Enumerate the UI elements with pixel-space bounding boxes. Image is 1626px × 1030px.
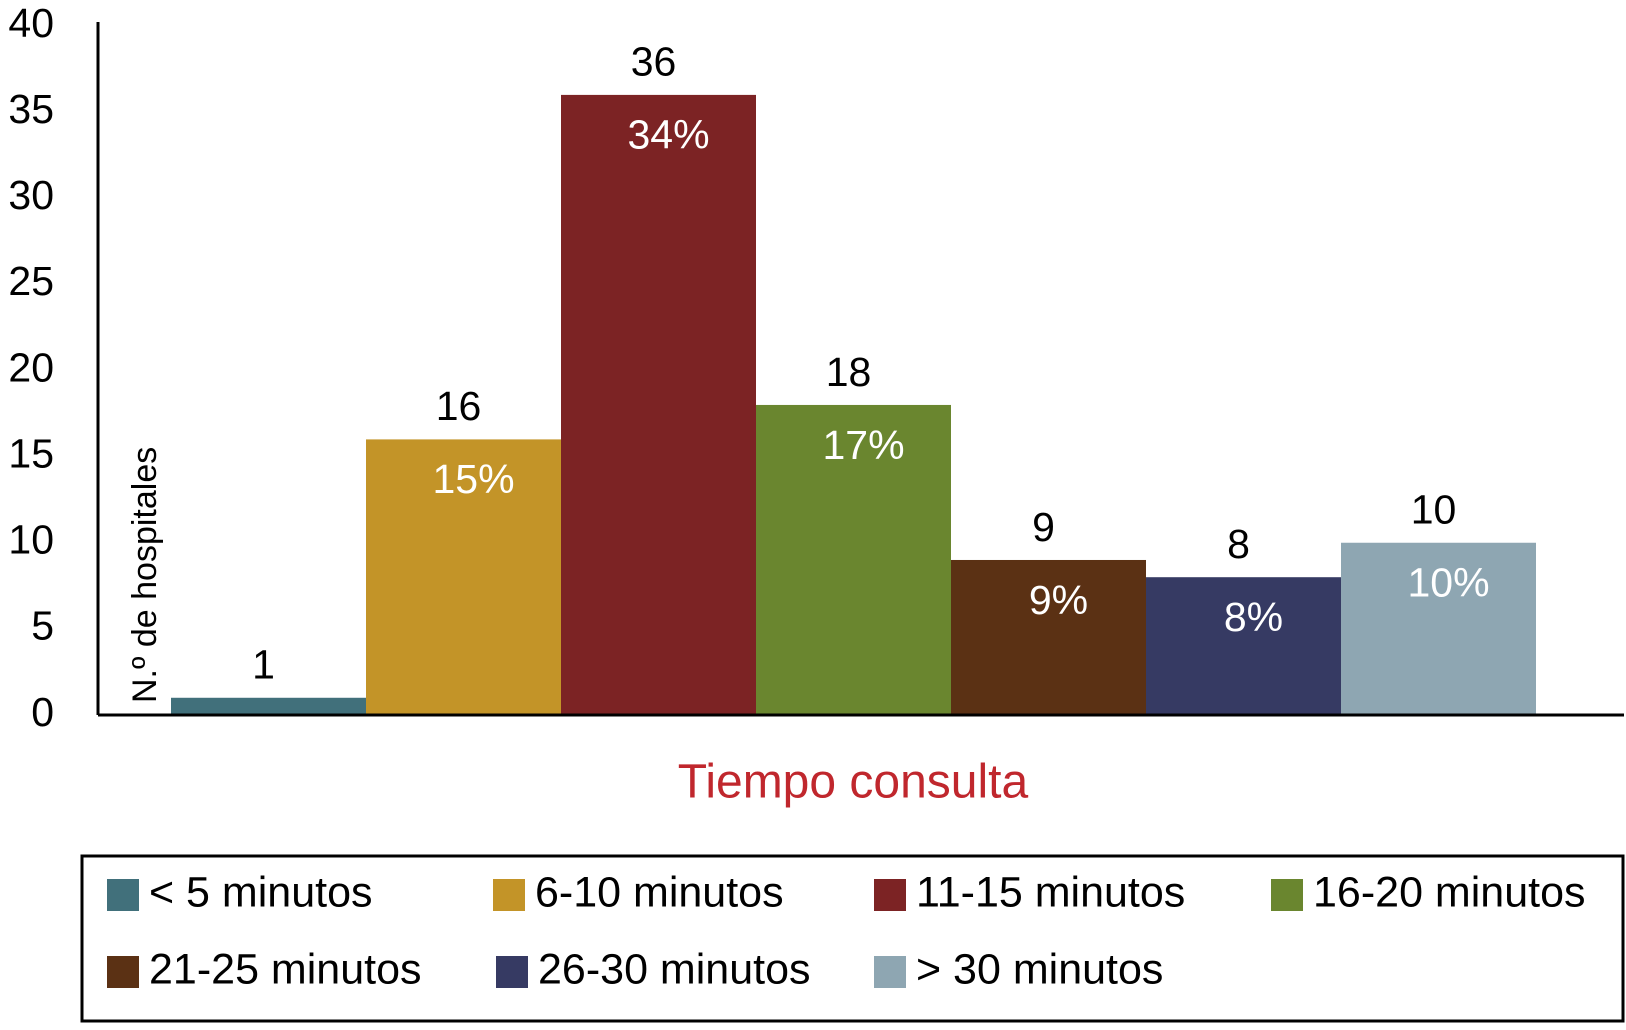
share-label: 9% bbox=[1029, 577, 1088, 623]
legend-label: 6-10 minutos bbox=[535, 868, 784, 916]
share-label: 34% bbox=[627, 112, 709, 158]
value-label: 36 bbox=[631, 39, 677, 85]
legend-label: < 5 minutos bbox=[149, 868, 372, 916]
bar bbox=[1146, 577, 1341, 715]
bar bbox=[951, 559, 1146, 715]
legend-swatch bbox=[107, 956, 139, 988]
share-label: 15% bbox=[432, 456, 514, 502]
y-tick-label: 10 bbox=[8, 517, 54, 563]
legend-swatch bbox=[493, 879, 525, 911]
y-tick-label: 15 bbox=[8, 430, 54, 476]
share-label: 17% bbox=[822, 422, 904, 468]
y-tick-label: 30 bbox=[8, 172, 54, 218]
value-label: 8 bbox=[1227, 521, 1250, 567]
legend-swatch bbox=[874, 879, 906, 911]
legend-swatch bbox=[496, 956, 528, 988]
y-tick-label: 40 bbox=[8, 0, 54, 46]
bar bbox=[171, 697, 366, 715]
bar bbox=[561, 94, 756, 715]
legend-label: > 30 minutos bbox=[916, 945, 1163, 993]
y-axis-label: N.º de hospitales bbox=[126, 447, 164, 703]
x-axis-label: Tiempo consulta bbox=[678, 756, 1029, 809]
legend-box bbox=[80, 854, 1625, 1023]
value-label: 9 bbox=[1032, 504, 1055, 550]
y-tick-label: 0 bbox=[31, 689, 54, 735]
value-label: 10 bbox=[1411, 487, 1457, 533]
legend-label: 21-25 minutos bbox=[149, 945, 422, 993]
legend-swatch bbox=[874, 956, 906, 988]
share-label: 10% bbox=[1407, 560, 1489, 606]
y-tick-label: 35 bbox=[8, 86, 54, 132]
legend-swatch bbox=[107, 879, 139, 911]
value-label: 16 bbox=[436, 383, 482, 429]
legend-label: 11-15 minutos bbox=[916, 868, 1185, 916]
value-label: 18 bbox=[826, 349, 872, 395]
bar bbox=[756, 404, 951, 715]
y-tick-label: 20 bbox=[8, 344, 54, 390]
y-tick-label: 25 bbox=[8, 258, 54, 304]
legend-label: 26-30 minutos bbox=[538, 945, 811, 993]
y-tick-label: 5 bbox=[31, 603, 54, 649]
share-label: 8% bbox=[1224, 594, 1283, 640]
value-label: 1 bbox=[252, 642, 275, 688]
legend-label: 16-20 minutos bbox=[1313, 868, 1586, 916]
bar bbox=[366, 439, 561, 715]
bar bbox=[1341, 542, 1536, 715]
legend-swatch bbox=[1271, 879, 1303, 911]
